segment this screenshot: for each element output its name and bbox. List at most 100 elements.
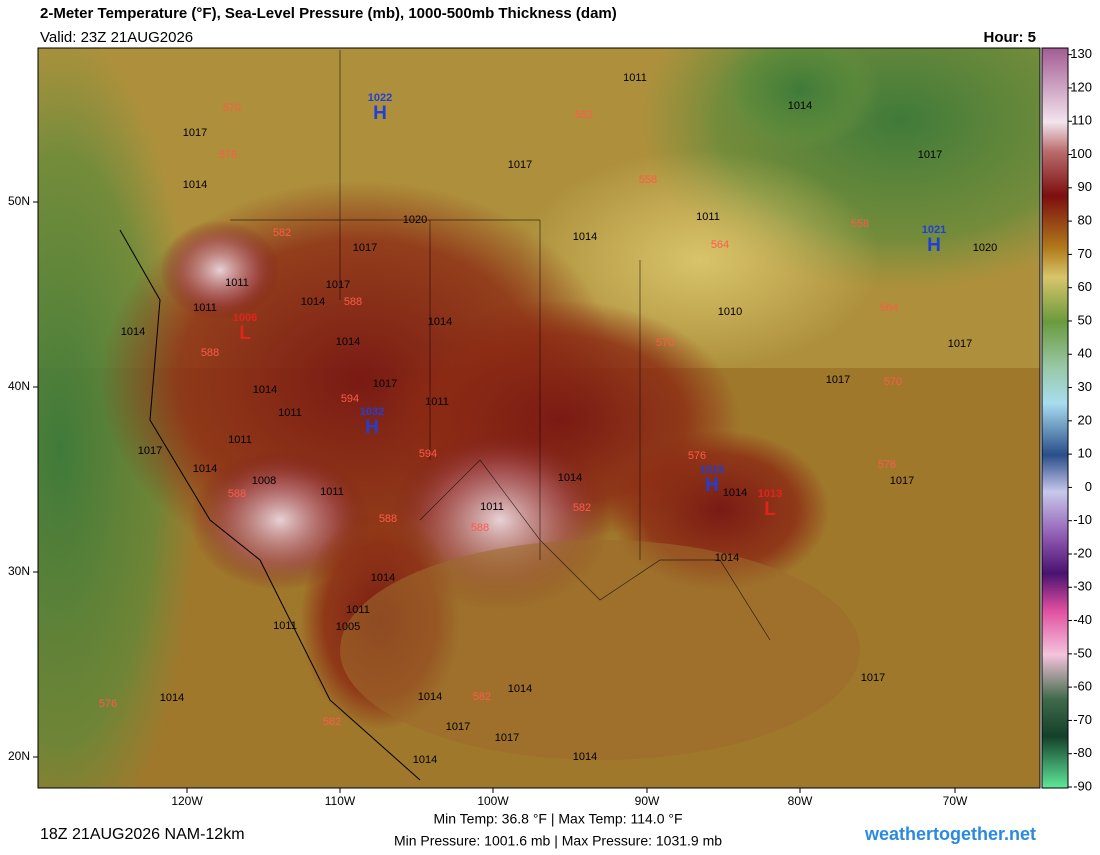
isobar-label: 1011 [193, 302, 217, 314]
lat-label: 50N [8, 194, 30, 208]
colorbar-label: 20 [1078, 412, 1092, 427]
isobar-label: 1014 [301, 296, 325, 308]
isobar-label: 1014 [121, 326, 145, 338]
lat-label: 20N [8, 749, 30, 763]
colorbar-label: 30 [1078, 379, 1092, 394]
thickness-label: 588 [344, 296, 362, 308]
isobar-label: 1014 [428, 316, 452, 328]
isobar-label: 1014 [573, 231, 597, 243]
thickness-label: 582 [573, 502, 591, 514]
isobar-label: 1011 [480, 501, 504, 513]
colorbar-label: -90 [1073, 778, 1092, 793]
colorbar-label: 120 [1070, 79, 1092, 94]
lon-label: 80W [788, 794, 813, 808]
lat-label: 30N [8, 564, 30, 578]
thickness-label: 582 [575, 109, 593, 121]
colorbar-label: 100 [1070, 146, 1092, 161]
thickness-label: 588 [379, 513, 397, 525]
thickness-label: 570 [223, 102, 241, 114]
pressure-range: Min Pressure: 1001.6 mb | Max Pressure: … [394, 833, 722, 849]
isobar-label: 1014 [160, 692, 184, 704]
colorbar-label: 130 [1070, 46, 1092, 61]
isobar-label: 1014 [573, 751, 597, 763]
isobar-label: 1011 [623, 72, 647, 84]
lon-label: 100W [477, 794, 509, 808]
center-pressure: 1015 [700, 464, 724, 476]
lon-label: 120W [171, 794, 203, 808]
thickness-label: 594 [419, 448, 437, 460]
isobar-label: 1011 [228, 434, 252, 446]
thickness-label: 576 [878, 459, 896, 471]
colorbar-label: -50 [1073, 645, 1092, 660]
colorbar-label: 110 [1071, 113, 1092, 128]
isobar-label: 1017 [861, 672, 885, 684]
isobar-label: 1014 [508, 683, 532, 695]
colorbar-label: -20 [1073, 545, 1092, 560]
isobar-label: 1011 [225, 277, 249, 289]
thickness-label: 576 [99, 698, 117, 710]
colorbar-label: 0 [1085, 479, 1092, 494]
isobar-label: 1017 [373, 378, 397, 390]
colorbar-label: 60 [1078, 279, 1092, 294]
isobar-label: 1017 [948, 338, 972, 350]
colorbar-label: 10 [1078, 446, 1092, 461]
center-pressure: 1022 [368, 92, 392, 104]
isobar-label: 1020 [403, 214, 427, 226]
isobar-label: 1014 [183, 179, 207, 191]
forecast-hour: Hour: 5 [984, 29, 1037, 46]
isobar-label: 1017 [446, 721, 470, 733]
isobar-label: 1014 [418, 691, 442, 703]
isobar-label: 1014 [413, 754, 437, 766]
colorbar-label: -30 [1073, 579, 1092, 594]
isobar-label: 1014 [371, 572, 395, 584]
isobar-label: 1010 [718, 306, 742, 318]
thickness-label: 588 [201, 347, 219, 359]
isobar-label: 1014 [193, 463, 217, 475]
colorbar-label: 70 [1078, 246, 1092, 261]
isobar-label: 1017 [508, 159, 532, 171]
thickness-label: 582 [473, 691, 491, 703]
isobar-label: 1014 [788, 100, 812, 112]
thickness-label: 576 [688, 450, 706, 462]
isobar-label: 1011 [273, 620, 297, 632]
lon-label: 90W [635, 794, 660, 808]
colorbar-label: 40 [1078, 346, 1092, 361]
center-letter: H [373, 103, 387, 124]
thickness-label: 594 [341, 393, 359, 405]
temp-range: Min Temp: 36.8 °F | Max Temp: 114.0 °F [433, 811, 682, 827]
center-letter: L [239, 323, 251, 344]
isobar-label: 1020 [973, 242, 997, 254]
thickness-label: 564 [711, 239, 729, 251]
isobar-label: 1011 [278, 407, 302, 419]
center-pressure: 1006 [233, 312, 257, 324]
thickness-label: 570 [884, 376, 902, 388]
colorbar-label: 80 [1078, 213, 1092, 228]
lat-label: 40N [8, 379, 30, 393]
isobar-label: 1011 [346, 604, 370, 616]
colorbar-label: -10 [1073, 512, 1092, 527]
isobar-label: 1017 [326, 279, 350, 291]
isobar-label: 1017 [495, 732, 519, 744]
site-link[interactable]: weathertogether.net [864, 824, 1036, 844]
lon-label: 70W [943, 794, 968, 808]
thickness-label: 564 [880, 302, 898, 314]
isobar-label: 1011 [696, 211, 720, 223]
title: 2-Meter Temperature (°F), Sea-Level Pres… [40, 5, 617, 22]
thickness-label: 576 [219, 149, 237, 161]
isobar-label: 1017 [353, 242, 377, 254]
isobar-label: 1014 [715, 552, 739, 564]
thickness-label: 570 [656, 337, 674, 349]
center-pressure: 1021 [922, 224, 946, 236]
isobar-label: 1011 [320, 486, 344, 498]
isobar-label: 1017 [918, 149, 942, 161]
colorbar-label: 90 [1078, 179, 1092, 194]
isobar-label: 1005 [336, 621, 360, 633]
isobar-label: 1008 [252, 475, 276, 487]
colorbar-label: -80 [1073, 745, 1092, 760]
isobar-label: 1014 [253, 384, 277, 396]
thickness-label: 558 [851, 218, 869, 230]
thickness-label: 588 [471, 522, 489, 534]
isobar-label: 1011 [425, 396, 449, 408]
